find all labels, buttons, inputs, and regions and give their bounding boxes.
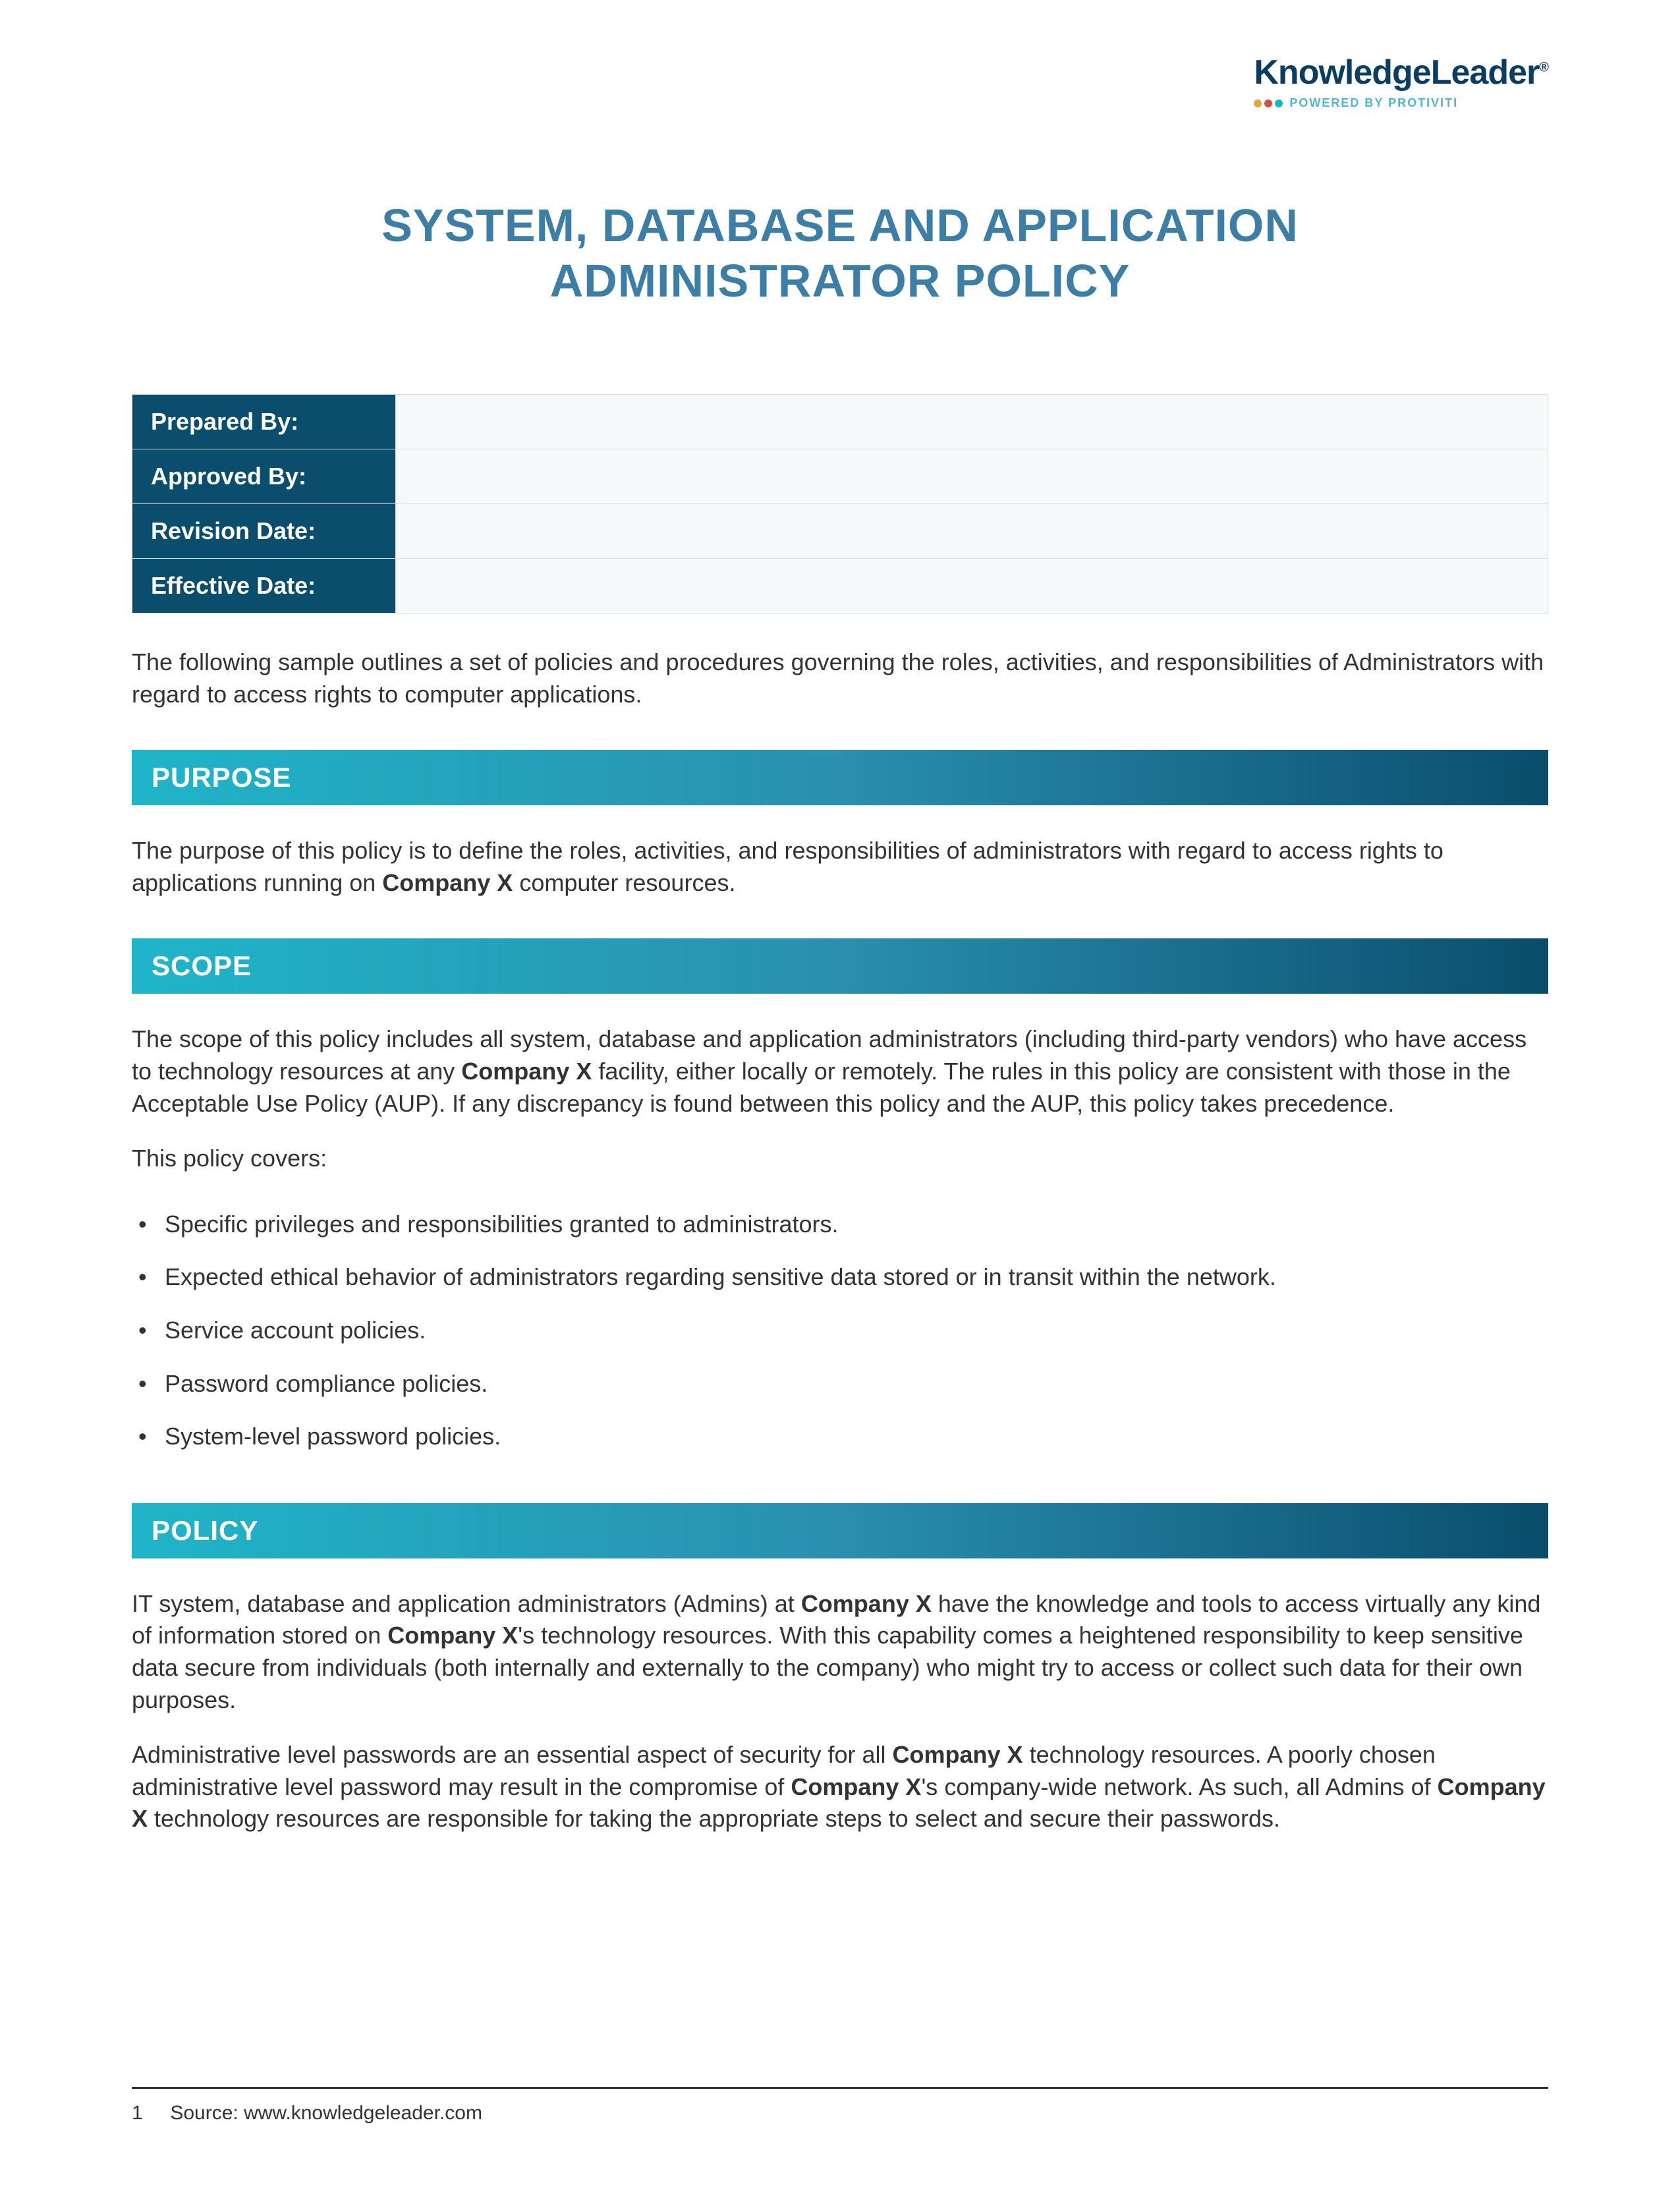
company-name: Company X (791, 1773, 921, 1800)
list-item: Expected ethical behavior of administrat… (132, 1251, 1548, 1304)
policy-paragraph-2: Administrative level passwords are an es… (132, 1739, 1548, 1835)
meta-value (396, 559, 1548, 613)
logo-dot-2 (1264, 100, 1272, 107)
company-name: Company X (893, 1741, 1023, 1768)
meta-label: Prepared By: (132, 395, 396, 449)
logo-dot-1 (1254, 100, 1262, 107)
meta-value (396, 449, 1548, 504)
page-content: SYSTEM, DATABASE AND APPLICATION ADMINIS… (0, 0, 1680, 1835)
footer-source: Source: www.knowledgeleader.com (170, 2102, 482, 2124)
list-item: Specific privileges and responsibilities… (132, 1198, 1548, 1251)
logo-subline: POWERED BY PROTIVITI (1254, 96, 1548, 110)
meta-row-effective-date: Effective Date: (132, 559, 1548, 613)
section-body-scope: The scope of this policy includes all sy… (132, 1023, 1548, 1463)
section-heading-policy: POLICY (132, 1503, 1548, 1558)
scope-paragraph-1: The scope of this policy includes all sy… (132, 1023, 1548, 1120)
title-line-1: SYSTEM, DATABASE AND APPLICATION (381, 200, 1299, 251)
section-body-purpose: The purpose of this policy is to define … (132, 835, 1548, 899)
purpose-paragraph: The purpose of this policy is to define … (132, 835, 1548, 899)
meta-label: Effective Date: (132, 559, 396, 613)
meta-row-prepared-by: Prepared By: (132, 395, 1548, 449)
logo-name: KnowledgeLeader (1254, 53, 1539, 92)
page-footer: 1 Source: www.knowledgeleader.com (132, 2087, 1548, 2125)
meta-row-approved-by: Approved By: (132, 449, 1548, 504)
policy-paragraph-1: IT system, database and application admi… (132, 1588, 1548, 1716)
company-name: Company X (461, 1058, 592, 1085)
company-name: Company X (387, 1622, 518, 1649)
company-name: Company X (382, 869, 513, 896)
list-item: System-level password policies. (132, 1410, 1548, 1464)
scope-paragraph-2: This policy covers: (132, 1143, 1548, 1175)
metadata-table: Prepared By: Approved By: Revision Date:… (132, 394, 1548, 613)
page-number: 1 (132, 2102, 165, 2125)
logo-tagline: POWERED BY PROTIVITI (1289, 96, 1458, 110)
document-title: SYSTEM, DATABASE AND APPLICATION ADMINIS… (132, 198, 1548, 308)
scope-list: Specific privileges and responsibilities… (132, 1198, 1548, 1464)
footer-content: 1 Source: www.knowledgeleader.com (132, 2102, 482, 2124)
title-line-2: ADMINISTRATOR POLICY (550, 255, 1131, 306)
section-heading-scope: SCOPE (132, 938, 1548, 994)
meta-value (396, 504, 1548, 559)
section-heading-purpose: PURPOSE (132, 750, 1548, 805)
meta-row-revision-date: Revision Date: (132, 504, 1548, 559)
meta-value (396, 395, 1548, 449)
logo-brand-text: KnowledgeLeader® (1254, 53, 1548, 92)
list-item: Service account policies. (132, 1304, 1548, 1357)
list-item: Password compliance policies. (132, 1357, 1548, 1411)
company-name: Company X (801, 1590, 932, 1617)
logo-dots (1254, 100, 1283, 107)
section-body-policy: IT system, database and application admi… (132, 1588, 1548, 1835)
meta-label: Approved By: (132, 449, 396, 504)
brand-logo: KnowledgeLeader® POWERED BY PROTIVITI (1254, 53, 1548, 110)
logo-reg: ® (1539, 61, 1548, 75)
logo-dot-3 (1275, 100, 1283, 107)
intro-paragraph: The following sample outlines a set of p… (132, 646, 1548, 710)
meta-label: Revision Date: (132, 504, 396, 559)
